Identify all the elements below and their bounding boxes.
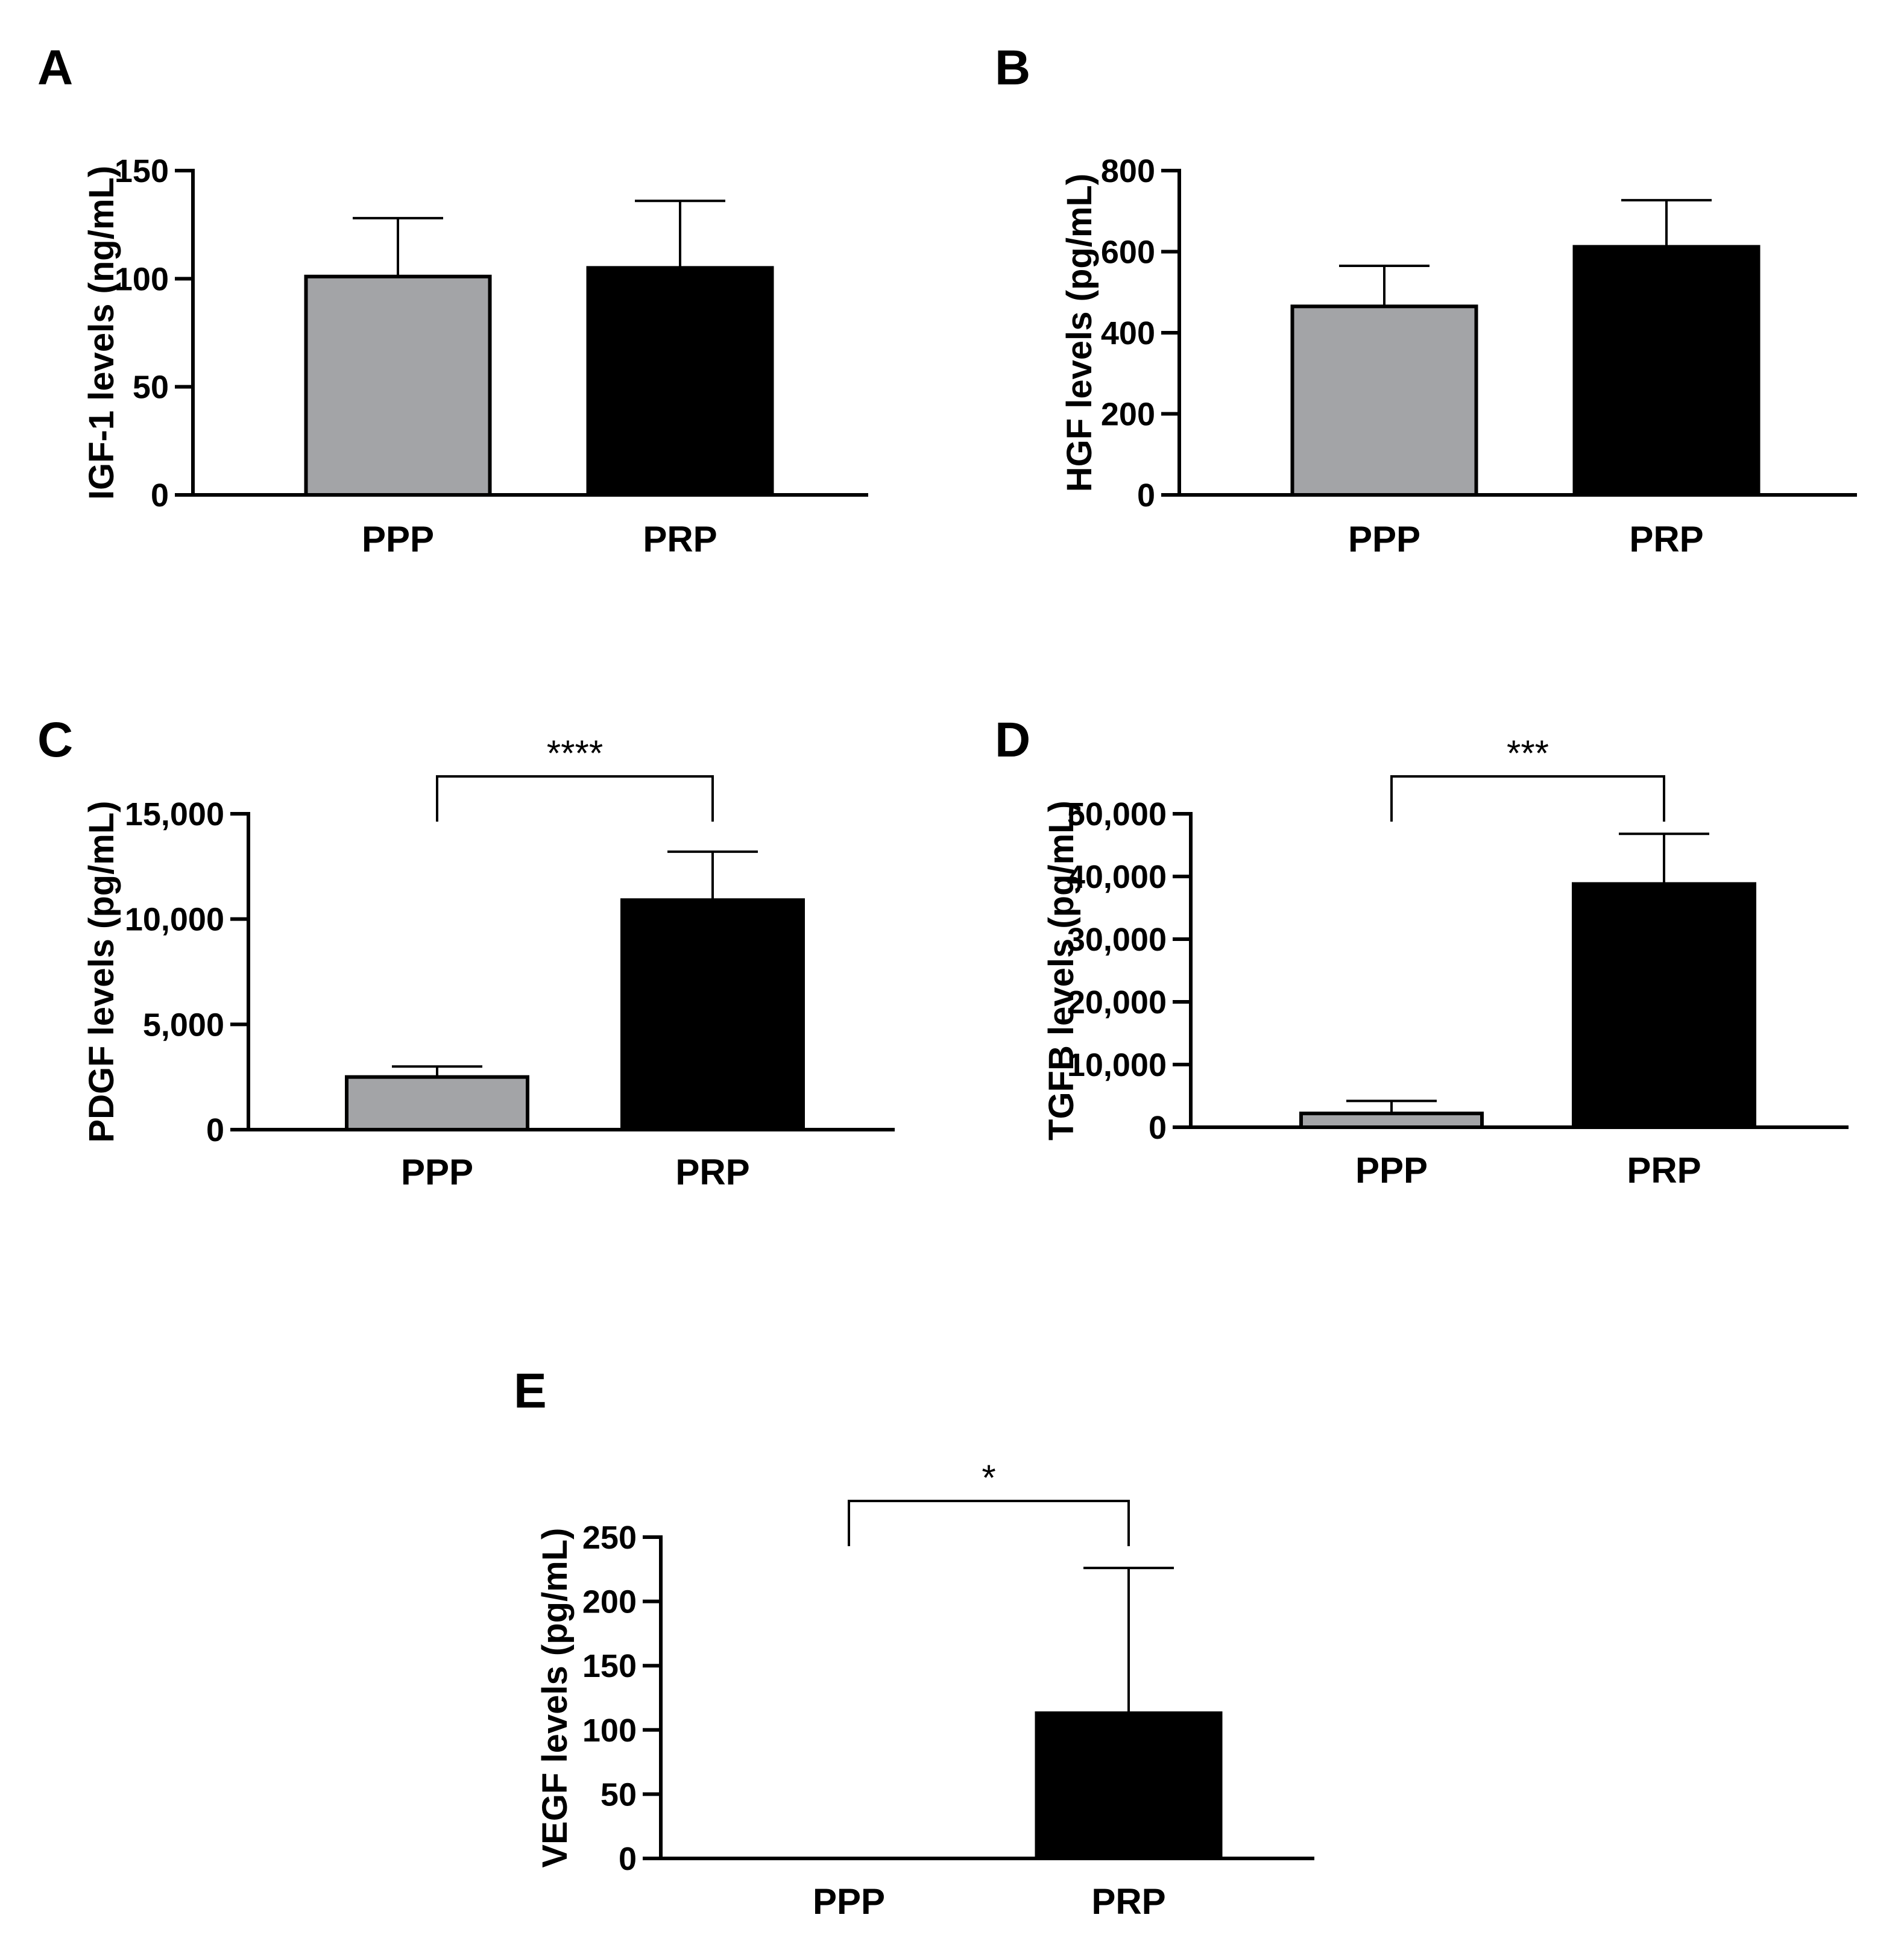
x-tick-label-prp: PRP	[1629, 519, 1703, 559]
x-tick-label-ppp: PPP	[1355, 1150, 1428, 1191]
y-tick-label: 50	[133, 370, 169, 406]
bar-prp	[586, 266, 774, 497]
y-tick-label: 0	[206, 1112, 224, 1148]
x-tick-label-ppp: PPP	[813, 1881, 885, 1922]
y-tick-label: 30,000	[1067, 922, 1167, 958]
significance-bracket	[1390, 775, 1665, 822]
panel-letter: B	[995, 40, 1030, 95]
y-tick-label: 50	[601, 1776, 637, 1813]
y-tick-label: 40,000	[1067, 859, 1167, 895]
y-tick-label: 15,000	[125, 796, 224, 832]
x-tick-label-prp: PRP	[1627, 1150, 1701, 1191]
bar-prp	[620, 898, 805, 1132]
y-tick-label: 50,000	[1067, 796, 1167, 832]
y-tick-label: 0	[1149, 1110, 1167, 1146]
chart-panel-d: D PPP PRP 0 10,000 20,000 30,000 40,000 50,000TG…	[995, 713, 1849, 1191]
panel-letter: A	[37, 40, 73, 95]
y-tick-label: 0	[151, 477, 169, 514]
y-tick-label: 0	[619, 1841, 637, 1877]
significance-label: ***	[1507, 733, 1549, 773]
bar-ppp	[304, 274, 492, 497]
y-tick-label: 10,000	[125, 902, 224, 938]
bar-prp	[1572, 882, 1756, 1129]
y-tick-label: 600	[1101, 234, 1155, 271]
y-axis-title: HGF levels (pg/mL)	[1060, 174, 1099, 492]
panel-letter: C	[37, 713, 73, 767]
panel-letter: E	[514, 1364, 547, 1418]
y-tick-label: 0	[1137, 477, 1155, 514]
x-tick-label-ppp: PPP	[401, 1152, 473, 1192]
y-tick-label: 100	[582, 1713, 637, 1749]
bar-prp	[1572, 245, 1761, 497]
y-tick-label: 400	[1101, 315, 1155, 351]
x-tick-label-ppp: PPP	[1348, 519, 1420, 559]
y-tick-label: 250	[582, 1520, 637, 1556]
x-tick-label-prp: PRP	[1091, 1881, 1165, 1922]
x-tick-label-prp: PRP	[643, 519, 717, 559]
y-axis-title: PDGF levels (pg/mL)	[82, 801, 121, 1142]
y-tick-label: 200	[582, 1584, 637, 1620]
bar-ppp	[1299, 1112, 1484, 1129]
y-tick-label: 800	[1101, 153, 1155, 189]
x-tick-label-prp: PRP	[675, 1152, 749, 1192]
y-tick-label: 10,000	[1067, 1047, 1167, 1083]
significance-label: *	[982, 1458, 995, 1498]
significance-bracket	[848, 1500, 1130, 1546]
bar-prp	[1035, 1711, 1223, 1860]
significance-label: ****	[547, 733, 603, 773]
y-tick-label: 20,000	[1067, 984, 1167, 1021]
y-tick-label: 5,000	[143, 1007, 224, 1043]
y-tick-label: 150	[115, 153, 169, 189]
bar-ppp	[1290, 304, 1478, 497]
y-tick-label: 200	[1101, 397, 1155, 433]
y-tick-label: 150	[582, 1648, 637, 1684]
panel-letter: D	[995, 713, 1030, 767]
significance-bracket	[436, 775, 714, 822]
y-tick-label: 100	[115, 261, 169, 297]
y-axis-title: IGF-1 levels (ng/mL)	[82, 166, 121, 500]
y-axis-title: VEGF levels (pg/mL)	[535, 1528, 575, 1868]
x-tick-label-ppp: PPP	[362, 519, 434, 559]
bar-ppp	[345, 1075, 529, 1131]
y-axis-title: TGFB levels (pg/mL)	[1042, 801, 1081, 1140]
